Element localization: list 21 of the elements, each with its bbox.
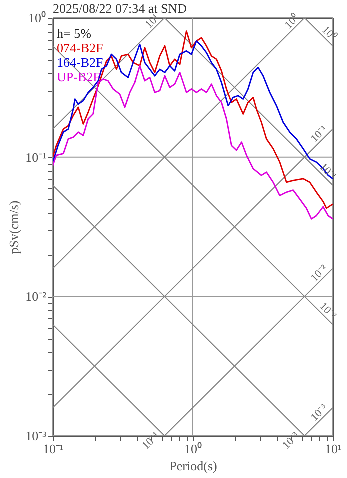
series-label: 164-B2F: [57, 55, 104, 70]
y-tick-label: 10⁻³: [26, 428, 47, 444]
annotation: 10⁰: [282, 12, 302, 32]
annotation: 10⁻¹: [308, 124, 330, 146]
series-label: 074-B2F: [57, 40, 104, 56]
annotation: 10⁻¹: [317, 161, 339, 183]
x-tick-label: 10⁰: [184, 442, 202, 456]
x-tick-label: 10¹: [325, 442, 342, 456]
annotation: 10⁻³: [308, 402, 331, 424]
annotation: 10⁻²: [308, 262, 331, 284]
annotation: 10⁻⁴: [140, 430, 162, 452]
x-axis-title: Period(s): [170, 458, 218, 474]
annotation: 10⁻²: [317, 300, 340, 322]
y-axis-title: pSv(cm/s): [6, 200, 22, 254]
y-tick-label: 10⁻²: [26, 289, 47, 304]
y-tick-label: 10⁻¹: [26, 150, 47, 165]
annotation: h= 5%: [57, 26, 92, 41]
annotation: 10⁰: [320, 24, 340, 44]
annotation: 10⁻³: [280, 430, 302, 452]
y-tick-label: 10⁰: [28, 10, 46, 26]
x-tick-label: 10⁻¹: [43, 442, 64, 456]
